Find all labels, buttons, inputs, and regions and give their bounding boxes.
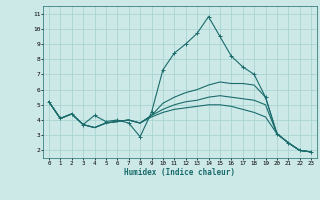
X-axis label: Humidex (Indice chaleur): Humidex (Indice chaleur) bbox=[124, 168, 236, 177]
